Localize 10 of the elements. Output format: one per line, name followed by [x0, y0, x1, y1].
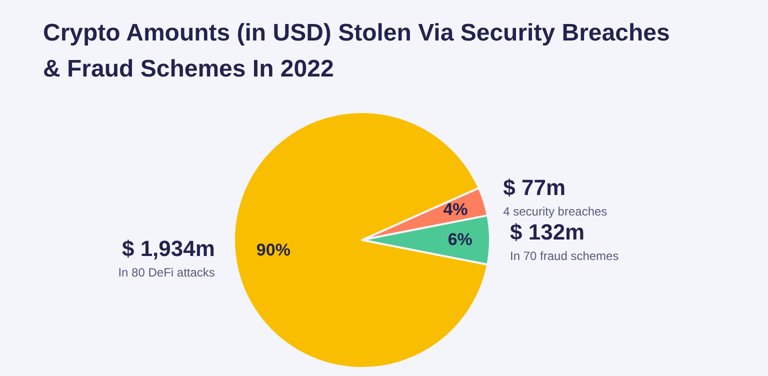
data-label: $ 132m: [510, 220, 585, 245]
data-label: $ 1,934m: [122, 236, 215, 262]
data-label: $ 77m: [503, 174, 566, 200]
slice-label: In 70 fraud schemes: [510, 249, 619, 264]
text: 4%: [443, 200, 468, 219]
slice-label: 4 security breaches: [503, 204, 608, 218]
text: 6%: [448, 230, 472, 250]
chart-title: Crypto Amounts (in USD) Stolen Via Security Breaches & Fraud Schemes In 2022: [43, 20, 670, 82]
text: 90%: [256, 240, 290, 260]
slice-label: In 80 DeFi attacks: [118, 266, 215, 280]
